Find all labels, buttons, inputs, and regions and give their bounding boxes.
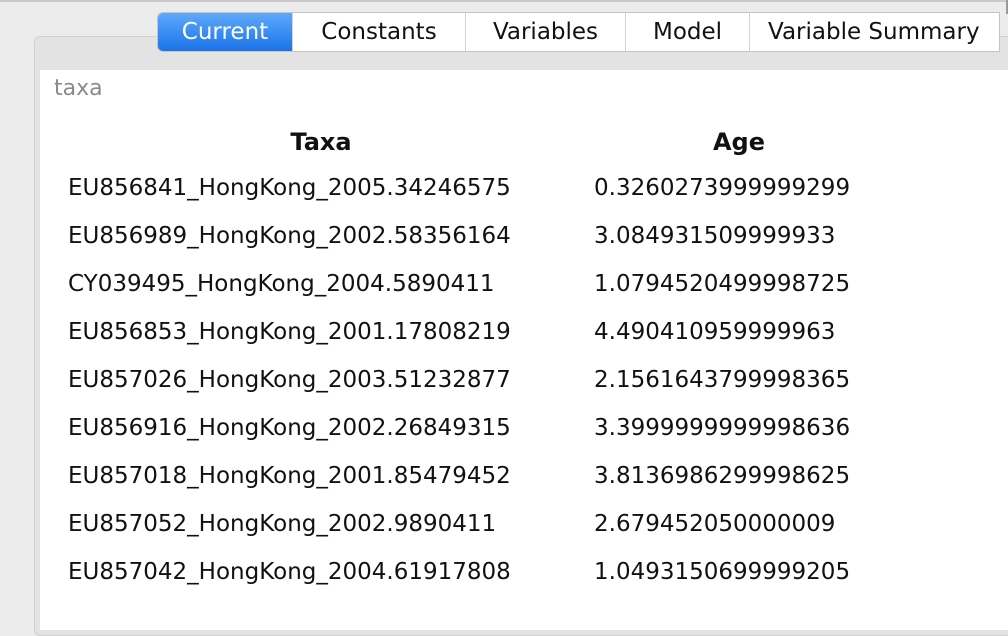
age-cell: 3.3999999999998636	[594, 415, 851, 441]
age-cell: 3.8136986299998625	[594, 463, 851, 489]
taxa-table: Taxa Age EU856841_HongKong_2005.34246575…	[58, 120, 894, 596]
tab-constants[interactable]: Constants	[292, 13, 465, 51]
column-header-taxa[interactable]: Taxa	[290, 128, 352, 156]
taxa-cell: CY039495_HongKong_2004.5890411	[68, 271, 495, 297]
taxa-cell: EU856853_HongKong_2001.17808219	[68, 319, 511, 345]
age-cell: 0.3260273999999299	[594, 175, 851, 201]
window-top-border	[0, 0, 1008, 14]
age-cell: 2.679452050000009	[594, 511, 836, 537]
table-row[interactable]: EU857052_HongKong_2002.9890411 2.6794520…	[58, 500, 894, 548]
tab-model[interactable]: Model	[625, 13, 749, 51]
age-cell: 1.0493150699999205	[594, 559, 851, 585]
tab-current[interactable]: Current	[158, 13, 292, 51]
table-row[interactable]: CY039495_HongKong_2004.5890411 1.0794520…	[58, 260, 894, 308]
table-row[interactable]: EU856989_HongKong_2002.58356164 3.084931…	[58, 212, 894, 260]
taxa-panel: taxa Taxa Age EU856841_HongKong_2005.342…	[40, 70, 1008, 630]
age-cell: 2.1561643799998365	[594, 367, 851, 393]
table-row[interactable]: EU857042_HongKong_2004.61917808 1.049315…	[58, 548, 894, 596]
table-header-row: Taxa Age	[58, 120, 894, 164]
section-label: taxa	[54, 76, 103, 101]
tab-bar: Current Constants Variables Model Variab…	[157, 12, 1000, 52]
table-row[interactable]: EU857018_HongKong_2001.85479452 3.813698…	[58, 452, 894, 500]
age-cell: 1.0794520499998725	[594, 271, 851, 297]
taxa-cell: EU857026_HongKong_2003.51232877	[68, 367, 511, 393]
window-corner-mark	[1006, 0, 1008, 14]
age-cell: 3.084931509999933	[594, 223, 836, 249]
taxa-cell: EU857052_HongKong_2002.9890411	[68, 511, 497, 537]
taxa-cell: EU857042_HongKong_2004.61917808	[68, 559, 511, 585]
column-header-age[interactable]: Age	[712, 128, 766, 156]
table-row[interactable]: EU857026_HongKong_2003.51232877 2.156164…	[58, 356, 894, 404]
age-cell: 4.490410959999963	[594, 319, 836, 345]
table-row[interactable]: EU856841_HongKong_2005.34246575 0.326027…	[58, 164, 894, 212]
taxa-cell: EU856989_HongKong_2002.58356164	[68, 223, 511, 249]
taxa-cell: EU856841_HongKong_2005.34246575	[68, 175, 511, 201]
taxa-cell: EU857018_HongKong_2001.85479452	[68, 463, 511, 489]
table-row[interactable]: EU856853_HongKong_2001.17808219 4.490410…	[58, 308, 894, 356]
tab-variables[interactable]: Variables	[465, 13, 625, 51]
taxa-cell: EU856916_HongKong_2002.26849315	[68, 415, 511, 441]
table-row[interactable]: EU856916_HongKong_2002.26849315 3.399999…	[58, 404, 894, 452]
tab-variable-summary[interactable]: Variable Summary	[749, 13, 999, 51]
